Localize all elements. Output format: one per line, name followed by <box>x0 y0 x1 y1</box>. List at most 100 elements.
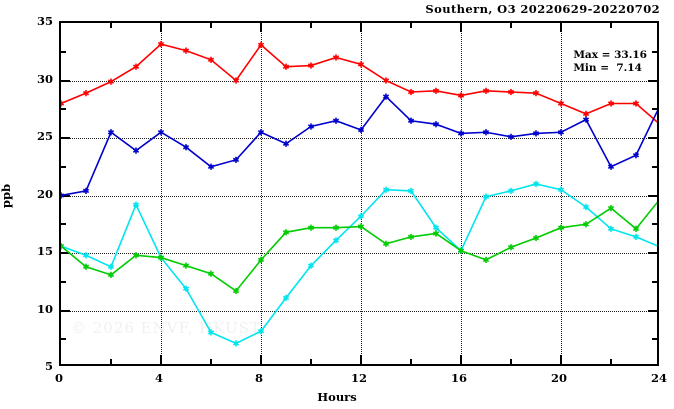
x-tick-major <box>360 23 362 32</box>
data-point-marker <box>407 88 415 96</box>
x-tick-minor <box>210 359 212 364</box>
y-tick-minor <box>652 108 657 111</box>
data-point-marker <box>507 187 515 194</box>
y-tick-minor <box>61 108 66 111</box>
y-tick-label: 30 <box>36 71 53 86</box>
data-point-marker <box>307 123 315 130</box>
series-red <box>61 41 659 128</box>
data-point-marker <box>82 252 90 259</box>
data-point-marker <box>232 156 240 163</box>
data-point-marker <box>507 133 515 140</box>
data-point-marker <box>332 224 340 231</box>
y-tick-label: 5 <box>44 359 53 373</box>
data-point-marker <box>407 233 415 240</box>
data-point-marker <box>132 63 140 70</box>
y-tick-major <box>648 309 657 312</box>
x-tick-minor <box>110 23 112 28</box>
data-point-marker <box>482 129 490 136</box>
y-tick-major <box>61 252 70 254</box>
data-point-marker <box>182 47 190 54</box>
data-point-marker <box>207 329 215 336</box>
data-point-marker <box>332 117 340 124</box>
x-tick-minor <box>310 23 312 28</box>
data-point-marker <box>182 262 190 269</box>
x-tick-minor <box>410 23 412 28</box>
y-tick-major <box>61 194 70 197</box>
data-point-marker <box>61 192 65 199</box>
x-tick-minor <box>610 23 612 28</box>
data-point-marker <box>407 187 415 194</box>
data-point-marker <box>232 77 240 84</box>
data-point-marker <box>157 41 165 48</box>
y-tick-minor <box>61 223 66 226</box>
data-point-marker <box>332 237 340 244</box>
max-stat: Max = 33.16 <box>573 49 647 61</box>
data-point-marker <box>632 225 640 232</box>
y-tick-minor <box>652 280 657 283</box>
x-tick-minor <box>210 23 212 28</box>
x-tick-major <box>360 355 362 364</box>
data-point-marker <box>357 61 365 68</box>
gridline-vertical <box>361 23 362 364</box>
data-point-marker <box>432 224 440 231</box>
data-point-marker <box>307 224 315 231</box>
y-tick-major <box>61 79 70 82</box>
data-point-marker <box>482 256 490 263</box>
data-point-marker <box>282 63 290 70</box>
data-point-marker <box>382 93 390 100</box>
data-point-marker <box>182 144 190 151</box>
data-point-marker <box>582 116 590 123</box>
series-green <box>61 201 657 295</box>
gridline-vertical <box>461 23 462 364</box>
x-tick-major <box>560 355 562 364</box>
data-point-marker <box>382 186 390 193</box>
data-point-marker <box>432 121 440 128</box>
data-point-marker <box>457 247 465 254</box>
data-point-marker <box>557 100 565 107</box>
x-axis-title: Hours <box>317 390 357 404</box>
data-point-marker <box>632 233 640 240</box>
data-point-marker <box>107 271 115 278</box>
gridline-vertical <box>261 23 262 364</box>
x-tick-label: 0 <box>54 371 64 385</box>
series-cyan <box>61 180 657 347</box>
data-point-marker <box>432 230 440 237</box>
data-point-marker <box>607 100 615 107</box>
plot-area: © 2026 ENVF, HKUST Max = 33.16 Min = 7.14 <box>59 21 659 366</box>
x-tick-label: 4 <box>154 371 164 385</box>
data-point-marker <box>332 54 340 61</box>
data-point-marker <box>257 328 265 335</box>
series-line-green <box>61 201 657 293</box>
gridline-vertical <box>161 23 162 364</box>
data-point-marker <box>632 152 640 159</box>
x-tick-major <box>160 23 162 32</box>
data-point-marker <box>457 92 465 99</box>
data-point-marker <box>82 90 90 97</box>
data-point-marker <box>61 100 65 107</box>
x-tick-label: 24 <box>650 371 668 385</box>
data-point-marker <box>307 262 315 269</box>
data-point-marker <box>282 140 290 147</box>
data-point-marker <box>432 87 440 94</box>
data-point-marker <box>658 122 659 128</box>
data-point-marker <box>182 285 190 292</box>
y-tick-minor <box>652 338 657 341</box>
data-point-marker <box>582 221 590 228</box>
gridline-horizontal <box>61 195 657 197</box>
data-point-marker <box>632 100 640 107</box>
data-point-marker <box>107 78 115 85</box>
data-point-marker <box>607 163 615 170</box>
data-point-marker <box>457 130 465 137</box>
data-point-marker <box>557 129 565 136</box>
gridline-horizontal <box>61 138 657 139</box>
data-point-marker <box>282 229 290 236</box>
data-point-marker <box>82 263 90 270</box>
y-tick-major <box>648 252 657 254</box>
y-tick-label: 25 <box>36 129 53 143</box>
y-tick-major <box>648 79 657 82</box>
data-point-marker <box>507 88 515 96</box>
data-point-marker <box>532 90 540 97</box>
gridline-horizontal <box>61 310 657 312</box>
data-point-marker <box>557 224 565 231</box>
